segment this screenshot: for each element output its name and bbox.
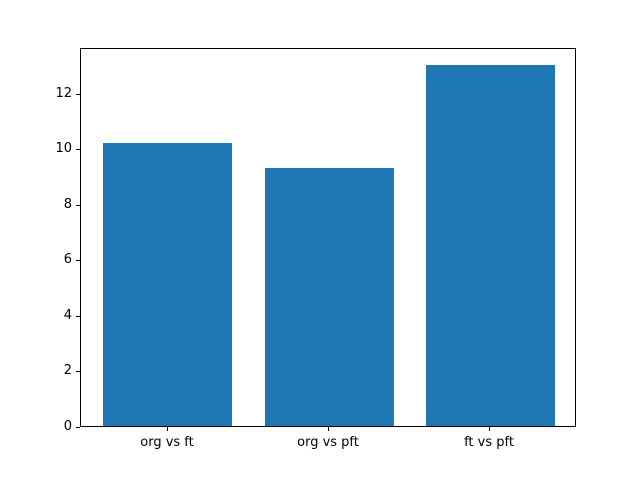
x-tick-mark [328,427,329,431]
y-tick-mark [76,427,80,428]
bars-layer [81,49,575,426]
y-tick-label: 2 [63,363,72,378]
y-tick-mark [76,149,80,150]
y-tick-label: 4 [63,308,72,323]
bar-org-vs-ft [103,143,232,426]
y-tick-mark [76,371,80,372]
y-tick-label: 8 [63,197,72,212]
y-tick-label: 12 [55,86,72,101]
x-tick-mark [489,427,490,431]
x-tick-label: ft vs pft [464,435,514,450]
y-tick-label: 6 [63,252,72,267]
x-tick-label: org vs ft [140,435,194,450]
x-tick-mark [167,427,168,431]
y-tick-label: 0 [63,419,72,434]
y-tick-mark [76,316,80,317]
plot-area [80,48,576,427]
y-tick-mark [76,205,80,206]
bar-org-vs-pft [265,168,394,426]
y-tick-mark [76,260,80,261]
bar-ft-vs-pft [426,65,555,426]
y-tick-label: 10 [55,141,72,156]
x-tick-label: org vs pft [297,435,359,450]
y-tick-mark [76,94,80,95]
